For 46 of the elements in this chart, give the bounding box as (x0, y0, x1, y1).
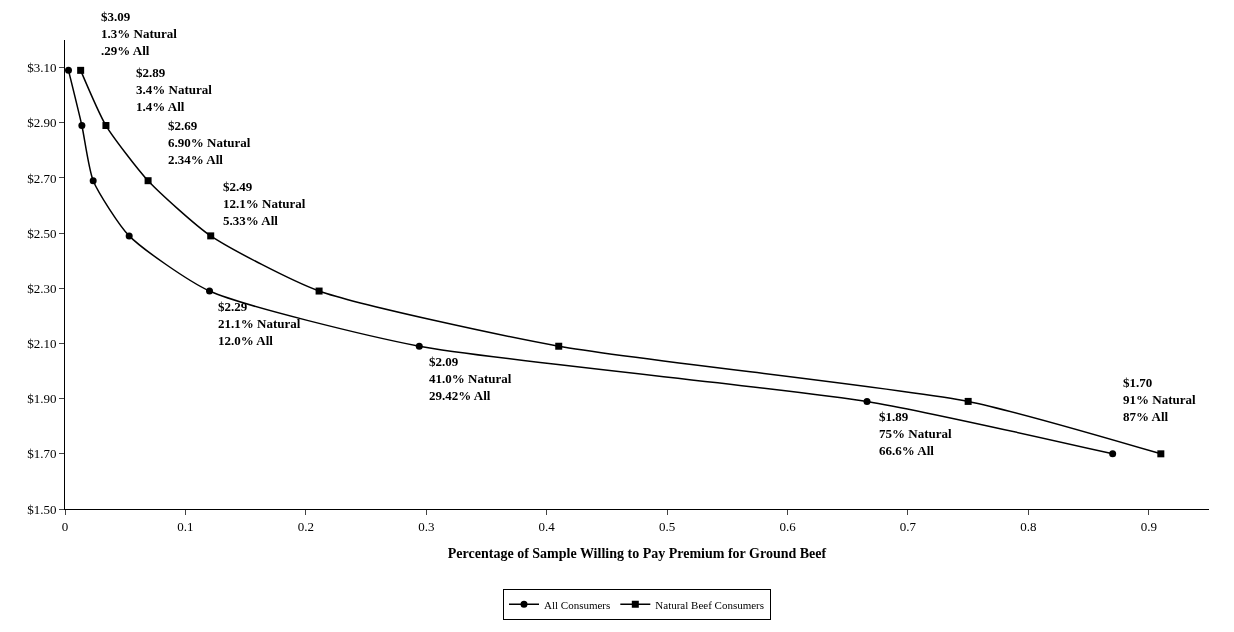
x-axis-title: Percentage of Sample Willing to Pay Premium for Ground Beef (447, 545, 827, 561)
y-tick-label: $2.50 (27, 225, 57, 241)
point (125, 232, 133, 240)
legend-label: Natural Beef Consumers (655, 598, 765, 611)
y-tick-label: $1.70 (27, 446, 57, 462)
x-tick-label: 0.9 (1140, 518, 1157, 534)
annotation: $2.29 21.1% Natural 12.0% All (218, 299, 301, 348)
y-tick-label: $2.30 (27, 280, 57, 296)
annotation: $2.09 41.0% Natural 29.42% All (429, 354, 512, 403)
point (863, 397, 871, 405)
point (77, 66, 85, 74)
annotation: $2.49 12.1% Natural 5.33% All (223, 179, 306, 228)
x-tick-label: 0.4 (538, 518, 556, 534)
x-tick-label: 0.8 (1020, 518, 1037, 534)
y-tick-label: $3.10 (27, 60, 57, 76)
point (206, 287, 214, 295)
y-tick-label: $1.90 (27, 391, 57, 407)
point (415, 342, 423, 350)
y-tick-label: $1.50 (27, 501, 57, 517)
y-tick-label: $2.70 (27, 170, 57, 186)
legend-label: All Consumers (544, 598, 611, 611)
point (64, 66, 72, 74)
point (555, 342, 563, 350)
annotation: $2.69 6.90% Natural 2.34% All (168, 118, 251, 167)
point (1109, 450, 1117, 458)
x-tick-label: 0.5 (658, 518, 676, 534)
point (1157, 450, 1165, 458)
annotation: $2.89 3.4% Natural 1.4% All (136, 65, 213, 114)
x-tick-label: 0.6 (779, 518, 797, 534)
annotation: $1.70 91% Natural 87% All (1123, 375, 1196, 424)
x-tick-label: 0.3 (418, 518, 435, 534)
x-tick-label: 0 (61, 518, 69, 534)
point (207, 232, 215, 240)
y-tick-label: $2.90 (27, 115, 57, 131)
annotation: $3.09 1.3% Natural .29% All (101, 9, 178, 58)
y-tick-label: $2.10 (27, 336, 57, 352)
point (315, 287, 323, 295)
x-tick-label: 0.2 (297, 518, 314, 534)
annotation: $1.89 75% Natural 66.6% All (879, 409, 952, 458)
point (964, 397, 972, 405)
point (144, 177, 152, 185)
x-tick-label: 0.7 (899, 518, 917, 534)
point (78, 122, 86, 130)
point (89, 177, 97, 185)
x-tick-label: 0.1 (177, 518, 194, 534)
point (102, 122, 110, 130)
